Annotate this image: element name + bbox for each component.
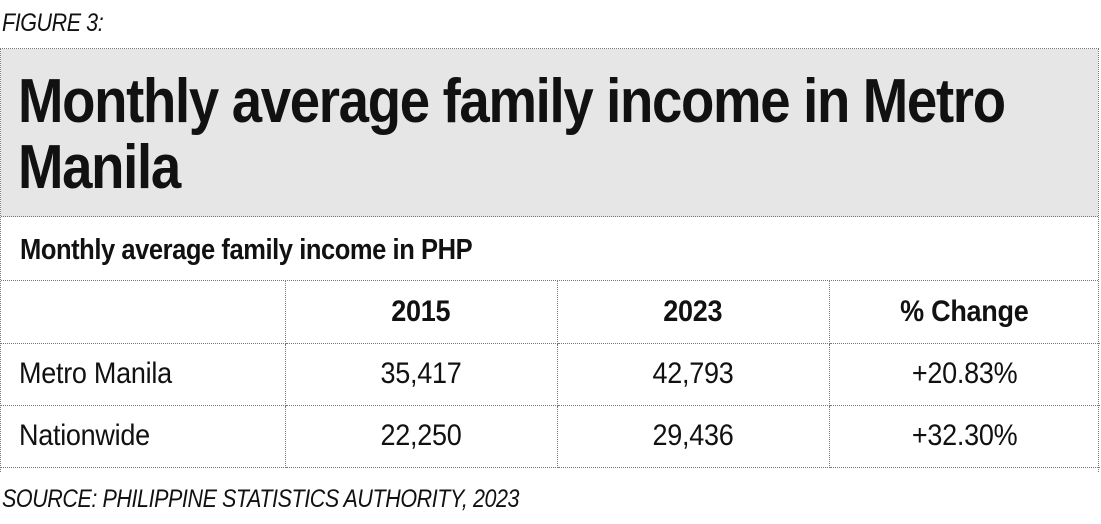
value-cell: 42,793 [557, 343, 830, 406]
chart-subtitle: Monthly average family income in PHP [20, 234, 473, 266]
row-label: Nationwide [19, 419, 150, 452]
change-label: +20.83% [912, 357, 1018, 390]
row-label: Metro Manila [19, 357, 172, 390]
change-cell: +32.30% [829, 405, 1100, 468]
chart-title: Monthly average family income in Metro M… [18, 67, 1006, 202]
column-header: 2023 [663, 294, 723, 328]
income-table: 2015 2023 % Change Metro Manila 35,417 4… [1, 281, 1100, 468]
figure-box: Monthly average family income in Metro M… [0, 48, 1100, 472]
change-cell: +20.83% [829, 343, 1100, 406]
change-label: +32.30% [912, 419, 1018, 452]
table-row: Nationwide 22,250 29,436 +32.30% [1, 405, 1100, 468]
subtitle-row: Monthly average family income in PHP [1, 217, 1098, 281]
column-header: % Change [900, 294, 1030, 328]
table-header-row: 2015 2023 % Change [1, 281, 1100, 344]
source-note: SOURCE: PHILIPPINE STATISTICS AUTHORITY,… [2, 485, 520, 513]
value-label: 42,793 [652, 357, 734, 390]
column-header: 2015 [391, 294, 451, 328]
title-band: Monthly average family income in Metro M… [1, 49, 1098, 217]
row-label-cell: Metro Manila [1, 343, 286, 406]
figure-label: FIGURE 3: [2, 9, 104, 37]
value-label: 22,250 [380, 419, 462, 452]
header-cell-2015: 2015 [285, 281, 558, 344]
table-row: Metro Manila 35,417 42,793 +20.83% [1, 343, 1100, 406]
value-label: 35,417 [380, 357, 462, 390]
row-label-cell: Nationwide [1, 405, 286, 468]
header-cell-empty [1, 281, 286, 344]
header-cell-change: % Change [829, 281, 1100, 344]
value-label: 29,436 [652, 419, 734, 452]
header-cell-2023: 2023 [557, 281, 830, 344]
value-cell: 29,436 [557, 405, 830, 468]
value-cell: 35,417 [285, 343, 558, 406]
value-cell: 22,250 [285, 405, 558, 468]
